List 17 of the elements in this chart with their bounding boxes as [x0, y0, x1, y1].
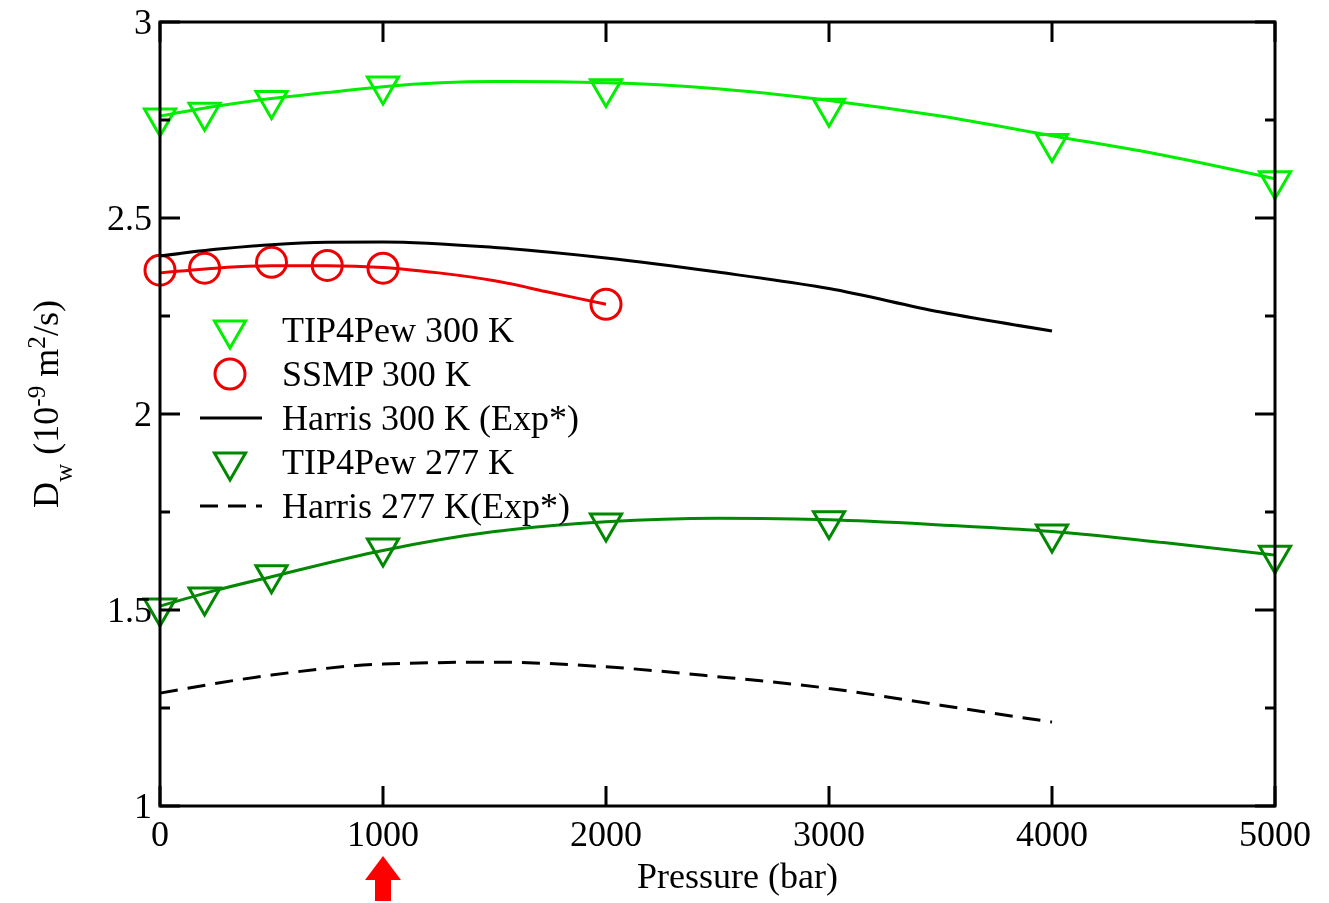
y-tick-label: 3 [134, 2, 152, 42]
y-tick-label: 1.5 [107, 590, 152, 630]
legend-label: SSMP 300 K [282, 354, 471, 394]
x-tick-label: 1000 [347, 814, 419, 854]
x-tick-label: 4000 [1016, 814, 1088, 854]
x-axis-title: Pressure (bar) [637, 856, 838, 896]
y-tick-label: 2.5 [107, 198, 152, 238]
x-tick-label: 2000 [570, 814, 642, 854]
y-tick-label: 2 [134, 394, 152, 434]
legend-label: Harris 300 K (Exp*) [282, 398, 579, 438]
x-tick-label: 0 [151, 814, 169, 854]
legend-label: Harris 277 K(Exp*) [282, 486, 570, 526]
legend-label: TIP4Pew 277 K [282, 442, 514, 482]
legend-label: TIP4Pew 300 K [282, 310, 514, 350]
x-tick-label: 3000 [793, 814, 865, 854]
y-tick-label: 1 [134, 786, 152, 826]
x-tick-label: 5000 [1239, 814, 1311, 854]
